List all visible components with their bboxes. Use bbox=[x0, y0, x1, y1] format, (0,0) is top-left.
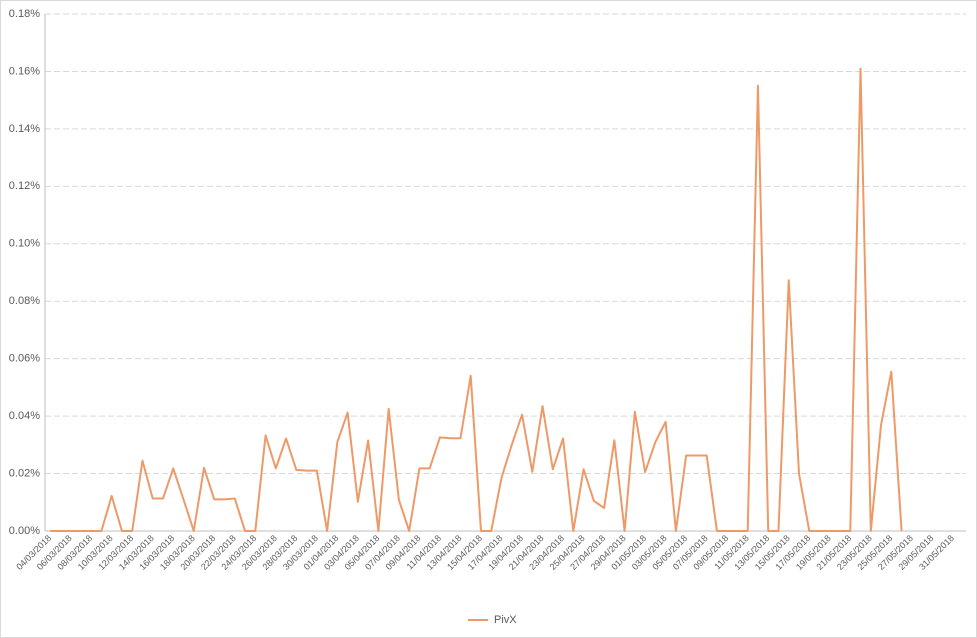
y-tick-label: 0.12% bbox=[9, 180, 40, 192]
y-tick-label: 0.18% bbox=[9, 8, 40, 20]
data-line bbox=[50, 67, 903, 532]
y-tick-label: 0.08% bbox=[9, 295, 40, 307]
y-tick-label: 0.10% bbox=[9, 238, 40, 250]
y-tick-label: 0.16% bbox=[9, 65, 40, 77]
y-tick-label: 0.04% bbox=[9, 410, 40, 422]
y-tick-label: 0.02% bbox=[9, 467, 40, 479]
y-tick-label: 0.00% bbox=[9, 525, 40, 537]
y-tick-label: 0.06% bbox=[9, 353, 40, 365]
y-tick-label: 0.14% bbox=[9, 123, 40, 135]
legend-label: PivX bbox=[494, 614, 517, 626]
